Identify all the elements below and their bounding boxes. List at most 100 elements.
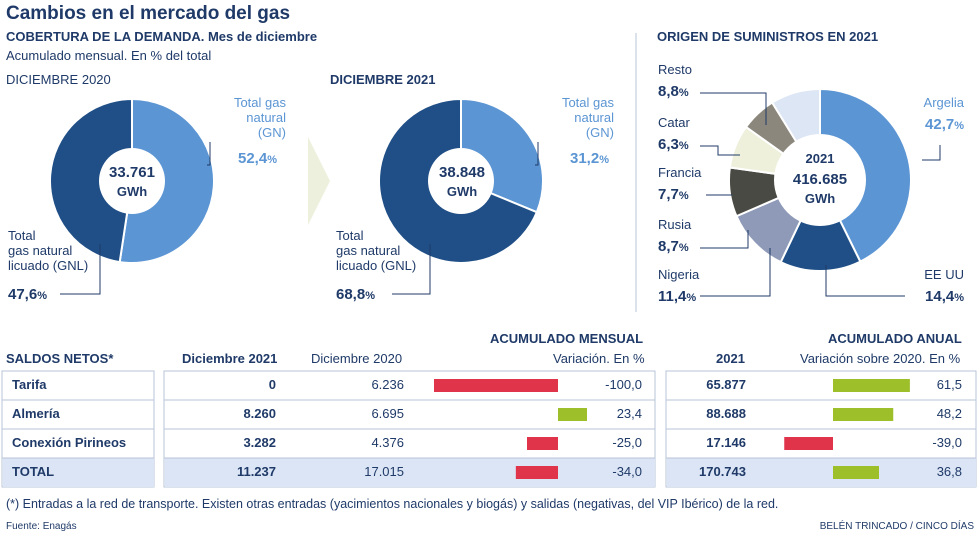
pie2-gnl-pct: 68,8% (336, 286, 375, 303)
pie1-title: DICIEMBRE 2020 (6, 72, 111, 87)
bar-anual-2 (784, 437, 833, 450)
cell-var-m: 23,4 (616, 406, 642, 421)
cell-dec2020: 6.695 (371, 406, 404, 421)
cell-var-a: 36,8 (936, 464, 962, 479)
cell-dec2020: 17.015 (364, 464, 404, 479)
origen-heading: ORIGEN DE SUMINISTROS EN 2021 (657, 29, 879, 44)
mensual-heading: ACUMULADO MENSUAL (490, 331, 644, 346)
credit: BELÉN TRINCADO / CINCO DÍAS (819, 521, 974, 532)
rusia-label: Rusia (658, 217, 692, 232)
footnote: (*) Entradas a la red de transporte. Exi… (6, 497, 779, 511)
bar-anual-1 (833, 408, 894, 421)
cell-dec2021: 0 (268, 377, 276, 392)
pie2-center-value: 38.848 (439, 164, 485, 181)
leader-line (207, 142, 211, 166)
demand-subheading: Acumulado mensual. En % del total (6, 48, 212, 63)
francia-pct: 7,7% (658, 186, 689, 203)
argelia-pct: 42,7% (925, 116, 964, 133)
pie-slice-total-gas-natural-licuado-gnl- (49, 97, 133, 264)
anual-heading: ACUMULADO ANUAL (828, 331, 962, 346)
bar-mensual-1 (558, 408, 588, 421)
pie1-gn-pct: 52,4% (238, 150, 277, 167)
eeuu-pct: 14,4% (925, 288, 964, 305)
catar-label: Catar (658, 115, 690, 130)
francia-label: Francia (658, 165, 702, 180)
total-row-bg (3, 458, 154, 487)
nigeria-pct: 11,4% (658, 288, 697, 305)
cell-dec2020: 4.376 (371, 435, 404, 450)
donut-hole (774, 134, 866, 226)
pie-2020 (49, 97, 215, 264)
cell-2021: 17.146 (706, 435, 746, 450)
bar-mensual-2 (527, 437, 558, 450)
leader-line (825, 265, 905, 297)
cell-dec2020: 6.236 (371, 377, 404, 392)
leader-line (700, 230, 749, 249)
row-name: Conexión Pirineos (12, 435, 127, 450)
pie3-center-unit: GWh (804, 191, 836, 206)
bar-anual-0 (833, 379, 910, 392)
pie-slice-total-gas-natural-gn- (118, 97, 215, 264)
row-name: Almería (12, 406, 60, 421)
col-dec2021: Diciembre 2021 (182, 351, 278, 366)
resto-pct: 8,8% (658, 83, 689, 100)
eeuu-label: EE UU (924, 267, 964, 282)
leader-line (392, 244, 431, 295)
row-name: Tarifa (12, 377, 47, 392)
leader-line (700, 145, 740, 156)
total-row-bg (667, 458, 976, 487)
pie2-center-unit: GWh (446, 184, 478, 199)
col-var-m: Variación. En % (553, 351, 645, 366)
donut-hole (99, 148, 165, 214)
pie1-gnl-label: Total gas natural licuado (GNL) (8, 228, 89, 273)
pie1-center-value: 33.761 (109, 164, 155, 181)
resto-label: Resto (658, 62, 692, 77)
nigeria-label: Nigeria (658, 267, 700, 282)
col-var-a: Variación sobre 2020. En % (800, 351, 961, 366)
cell-dec2021: 11.237 (236, 464, 276, 479)
leader-line (700, 248, 771, 297)
pie3-center-value: 416.685 (792, 171, 848, 188)
cell-var-a: 61,5 (936, 377, 962, 392)
cell-2021: 170.743 (699, 464, 746, 479)
row-name: TOTAL (12, 464, 55, 479)
pie2-gnl-label: Total gas natural licuado (GNL) (336, 228, 417, 273)
leader-line (60, 244, 101, 295)
cell-2021: 88.688 (706, 406, 746, 421)
pie-origen (728, 87, 912, 272)
cell-var-a: -39,0 (932, 435, 962, 450)
page-title: Cambios en el mercado del gas (6, 3, 291, 24)
pie2-title: DICIEMBRE 2021 (330, 72, 436, 87)
pie2-gn-pct: 31,2% (570, 150, 609, 167)
cell-var-m: -34,0 (612, 464, 642, 479)
cell-dec2021: 8.260 (243, 406, 276, 421)
cell-var-a: 48,2 (936, 406, 962, 421)
pie1-gn-label: Total gas natural (GN) (233, 95, 286, 140)
pie2-gn-label: Total gas natural (GN) (561, 95, 614, 140)
rusia-pct: 8,7% (658, 238, 689, 255)
cell-2021: 65.877 (706, 377, 746, 392)
cell-var-m: -100,0 (605, 377, 642, 392)
total-row-bg (165, 458, 655, 487)
cell-var-m: -25,0 (612, 435, 642, 450)
col-2021: 2021 (716, 351, 745, 366)
cell-dec2021: 3.282 (243, 435, 276, 450)
pie1-center-unit: GWh (116, 184, 148, 199)
saldos-heading: SALDOS NETOS* (6, 351, 114, 366)
bar-anual-3 (833, 466, 879, 479)
leader-line (535, 142, 539, 166)
leader-line (700, 92, 767, 125)
leader-line (922, 145, 941, 161)
source: Fuente: Enagás (6, 521, 77, 532)
col-dec2020: Diciembre 2020 (311, 351, 403, 366)
arrow-shape (308, 137, 330, 225)
catar-pct: 6,3% (658, 136, 689, 153)
bar-mensual-0 (434, 379, 558, 392)
bar-mensual-3 (515, 466, 558, 479)
pie3-center-year: 2021 (805, 151, 835, 166)
donut-hole (428, 148, 494, 214)
pie-2021 (378, 97, 544, 264)
demand-heading: COBERTURA DE LA DEMANDA. Mes de diciembr… (6, 29, 318, 44)
